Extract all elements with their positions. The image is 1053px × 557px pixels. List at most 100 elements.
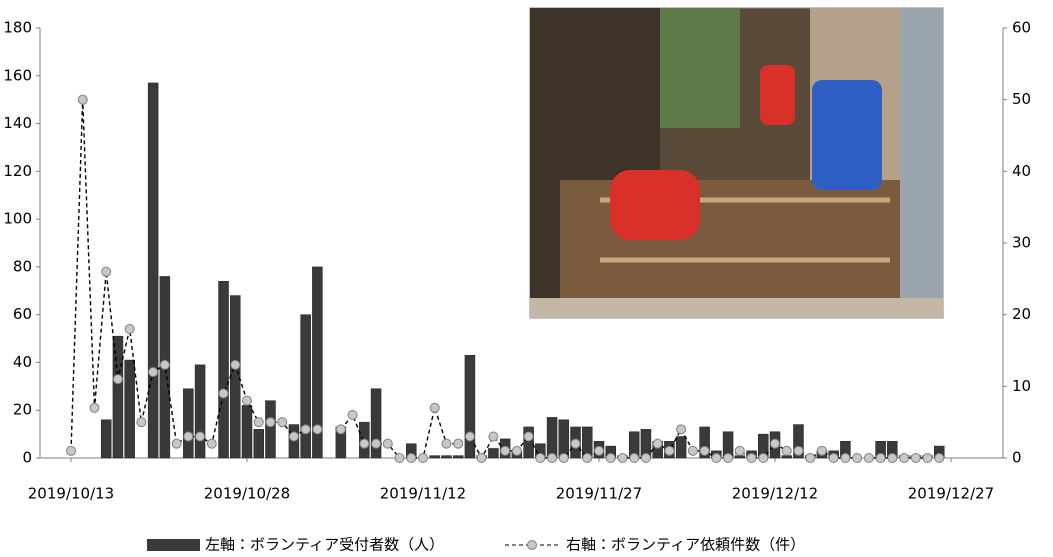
legend-label: 左軸：ボランティア受付者数（人）	[205, 536, 444, 554]
marker	[828, 453, 839, 463]
y2-tick-label: 20	[1012, 305, 1031, 323]
marker	[758, 453, 769, 463]
legend-swatch	[147, 539, 200, 551]
marker	[66, 445, 76, 456]
y2-tick-label: 60	[1012, 19, 1031, 37]
marker	[488, 431, 499, 442]
marker	[476, 453, 487, 463]
bar	[370, 388, 382, 459]
marker	[523, 431, 534, 442]
y2-tick-label: 30	[1012, 234, 1031, 252]
marker	[863, 453, 874, 463]
bar	[793, 424, 804, 459]
marker	[652, 438, 663, 449]
bar	[464, 355, 476, 459]
marker	[288, 431, 299, 442]
bar	[230, 295, 241, 459]
marker	[206, 438, 217, 449]
bar	[100, 419, 112, 459]
marker	[770, 438, 780, 449]
marker	[922, 453, 933, 463]
marker	[910, 453, 921, 463]
marker	[547, 453, 558, 463]
bar	[558, 419, 570, 459]
marker	[230, 359, 241, 370]
marker	[699, 445, 710, 456]
marker	[441, 438, 452, 449]
bar	[183, 388, 194, 459]
y2-tick-label: 50	[1012, 90, 1031, 108]
bar	[218, 280, 229, 459]
marker	[570, 438, 581, 449]
marker	[500, 445, 511, 456]
marker	[511, 445, 522, 456]
marker	[136, 417, 147, 428]
marker	[77, 94, 88, 105]
x-tick-label: 2019/12/12	[732, 485, 818, 503]
marker	[875, 453, 886, 463]
marker	[148, 367, 159, 377]
bar	[147, 82, 159, 459]
bar	[124, 359, 135, 459]
marker	[112, 374, 123, 385]
marker	[418, 453, 428, 463]
marker	[582, 453, 593, 463]
marker	[816, 445, 827, 456]
marker	[159, 359, 170, 370]
bar	[699, 426, 710, 459]
marker	[312, 424, 323, 435]
y-tick-label: 180	[3, 19, 32, 37]
bar	[523, 426, 534, 459]
marker	[723, 453, 734, 463]
marker	[300, 424, 311, 435]
marker	[734, 445, 745, 456]
legend-swatch	[527, 540, 537, 550]
y-tick-label: 160	[3, 66, 32, 84]
marker	[394, 453, 405, 463]
legend: 左軸：ボランティア受付者数（人） 右軸：ボランティア依頼件数（件）	[147, 536, 805, 554]
marker	[406, 453, 417, 463]
marker	[746, 453, 757, 463]
marker	[464, 431, 475, 442]
bar	[241, 405, 253, 459]
marker	[253, 417, 264, 428]
marker	[781, 445, 792, 456]
marker	[242, 395, 252, 406]
marker	[840, 453, 851, 463]
marker	[664, 445, 675, 456]
bar	[265, 400, 276, 459]
bar	[675, 436, 687, 459]
marker	[852, 453, 863, 463]
bar	[452, 455, 464, 459]
line	[70, 99, 940, 460]
marker	[124, 324, 135, 334]
marker	[382, 438, 393, 449]
marker	[171, 438, 182, 449]
y-tick-label: 80	[13, 257, 32, 275]
bar	[253, 429, 264, 459]
y-tick-label: 140	[3, 114, 32, 132]
x-tick-label: 2019/12/27	[908, 485, 994, 503]
marker	[640, 453, 651, 463]
bar	[312, 266, 323, 459]
marker	[277, 417, 288, 428]
bar	[300, 314, 311, 459]
y-tick-label: 100	[3, 210, 32, 228]
marker	[887, 453, 898, 463]
y2-tick-label: 10	[1012, 377, 1031, 395]
marker	[676, 424, 687, 435]
marker	[347, 410, 358, 420]
marker	[558, 453, 569, 463]
x-tick-label: 2019/11/27	[556, 485, 642, 503]
marker	[617, 453, 628, 463]
x-tick-label: 2019/10/28	[204, 485, 290, 503]
marker	[687, 445, 698, 456]
marker	[183, 431, 194, 442]
marker	[899, 453, 910, 463]
marker	[793, 445, 804, 456]
y-tick-label: 20	[13, 401, 32, 419]
photo	[529, 7, 944, 319]
marker	[371, 438, 382, 449]
y2-tick-label: 0	[1012, 449, 1022, 467]
